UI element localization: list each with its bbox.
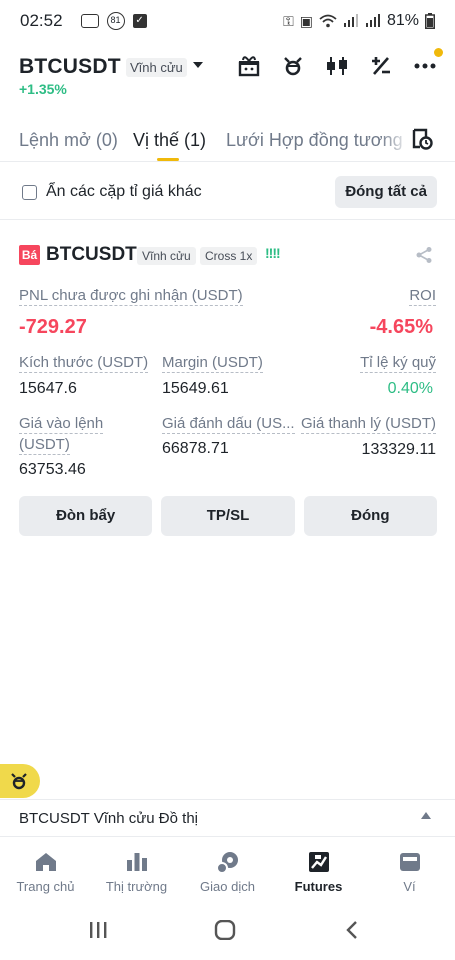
home-icon [35, 853, 56, 871]
mark-price-label[interactable]: Giá đánh dấu (US... [162, 415, 295, 434]
lock-icon: ▣ [299, 12, 313, 29]
status-bar: 02:52 81 ✓ ⚿ ▣ 81% [0, 0, 455, 42]
position-actions: Đòn bẩy TP/SL Đóng [19, 496, 437, 536]
system-navigation [0, 904, 455, 960]
close-position-button[interactable]: Đóng [303, 496, 437, 536]
back-icon[interactable] [344, 920, 360, 940]
gift-icon[interactable] [237, 54, 261, 78]
more-options-icon[interactable] [413, 48, 443, 78]
tab-grid-futures[interactable]: Lưới Hợp đồng tương l [226, 130, 404, 150]
floating-assistant-button[interactable] [0, 764, 40, 798]
position-contract-tag: Vĩnh cửu [137, 247, 196, 265]
entry-price-label[interactable]: Giá vào lệnh [19, 415, 104, 434]
margin-ratio-value: 0.40% [387, 380, 433, 397]
close-all-button[interactable]: Đóng tất cả [335, 176, 437, 208]
battery-icon [425, 13, 435, 29]
battery-percent: 81% [386, 12, 419, 29]
tpsl-button[interactable]: TP/SL [161, 496, 295, 536]
key-icon: ⚿ [283, 12, 294, 29]
bottom-navigation: Trang chủ Thị trường Giao dịch Futures V… [0, 838, 455, 900]
liquidation-price-label[interactable]: Giá thanh lý (USDT) [300, 415, 436, 434]
margin-label[interactable]: Margin (USDT) [162, 354, 263, 373]
nav-markets[interactable]: Thị trường [91, 838, 182, 900]
hide-other-pairs-label[interactable]: Ẩn các cặp tỉ giá khác [46, 183, 202, 200]
order-history-icon[interactable] [411, 128, 433, 150]
header: BTCUSDT Vĩnh cửu +1.35% [0, 48, 455, 102]
leverage-button[interactable]: Đòn bẩy [19, 496, 153, 536]
wifi-icon [319, 14, 337, 28]
market-icon [126, 853, 147, 871]
roi-value: -4.65% [369, 316, 433, 338]
filter-row: Ẩn các cặp tỉ giá khác Đóng tất cả [0, 172, 455, 220]
risk-bars-icon: !!!! [265, 245, 281, 261]
nav-futures[interactable]: Futures [273, 838, 364, 900]
chevron-down-icon[interactable] [192, 60, 204, 70]
futures-icon [308, 852, 329, 872]
margin-ratio-label[interactable]: Tỉ lệ ký quỹ [360, 354, 436, 373]
pnl-value: -729.27 [19, 316, 87, 338]
notification-dot [434, 48, 443, 57]
candlestick-chart-icon[interactable] [325, 54, 349, 78]
nav-wallet[interactable]: Ví [364, 838, 455, 900]
entry-price-unit-label[interactable]: (USDT) [19, 436, 70, 455]
signal-icon [343, 14, 358, 27]
position-header: Bá BTCUSDT Vĩnh cửu Cross 1x !!!! [0, 244, 455, 270]
chart-bar-label: BTCUSDT Vĩnh cửu Đồ thị [19, 810, 198, 827]
contract-type-tag: Vĩnh cửu [126, 58, 187, 77]
status-time: 02:52 [20, 11, 63, 30]
symbol-title[interactable]: BTCUSDT [19, 55, 121, 78]
tab-open-orders[interactable]: Lệnh mở (0) [19, 130, 118, 150]
size-label[interactable]: Kích thước (USDT) [19, 354, 149, 373]
recent-apps-icon[interactable] [88, 920, 108, 940]
checkbox-notification-icon: ✓ [132, 14, 147, 28]
nav-home[interactable]: Trang chủ [0, 838, 91, 900]
mark-price-value: 66878.71 [162, 440, 229, 457]
pnl-label[interactable]: PNL chưa được ghi nhận (USDT) [19, 287, 243, 306]
chart-expand-bar[interactable]: BTCUSDT Vĩnh cửu Đồ thị [0, 799, 455, 837]
trade-icon [215, 852, 238, 874]
chevron-up-icon[interactable] [421, 812, 431, 819]
roi-label[interactable]: ROI [409, 287, 436, 306]
position-symbol[interactable]: BTCUSDT [46, 244, 137, 265]
mascot-icon[interactable] [281, 54, 305, 78]
hide-other-pairs-checkbox[interactable] [22, 185, 37, 200]
home-button-icon[interactable] [214, 920, 236, 940]
share-icon[interactable] [415, 246, 433, 264]
signal-icon-2 [365, 14, 380, 27]
margin-mode-tag[interactable]: Cross 1x [200, 247, 258, 265]
size-value: 15647.6 [19, 380, 77, 397]
nav-trade[interactable]: Giao dịch [182, 838, 273, 900]
mascot-icon [11, 773, 27, 790]
active-tab-indicator [157, 158, 179, 161]
tab-positions[interactable]: Vị thế (1) [133, 130, 207, 150]
calculator-icon[interactable] [369, 54, 393, 78]
margin-value: 15649.61 [162, 380, 229, 397]
notification-badge-icon: 81 [106, 12, 125, 30]
liquidation-price-value: 133329.11 [361, 441, 436, 458]
entry-price-value: 63753.46 [19, 461, 86, 478]
wallet-icon [399, 853, 420, 871]
position-tabs: Lệnh mở (0) Vị thế (1) Lưới Hợp đồng tươ… [0, 118, 455, 162]
position-side-tag: Bá [19, 245, 40, 265]
notification-app-icon [80, 14, 99, 28]
price-change: +1.35% [19, 81, 67, 97]
